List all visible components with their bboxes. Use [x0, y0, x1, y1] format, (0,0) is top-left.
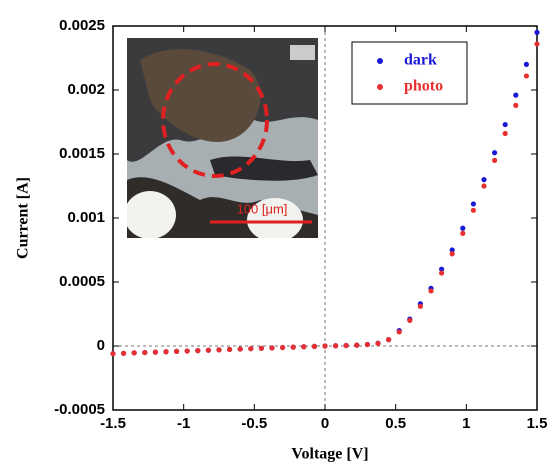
y-tick-label: 0.002: [67, 81, 105, 98]
data-point: [502, 121, 508, 128]
data-point: [470, 201, 476, 207]
legend-marker: [377, 84, 383, 90]
y-tick-label: 0: [97, 337, 105, 354]
data-point: [492, 150, 498, 156]
data-point: [131, 350, 137, 356]
data-point: [396, 329, 402, 335]
data-point: [269, 345, 275, 351]
data-point: [152, 349, 158, 355]
x-tick-label: 0.5: [385, 415, 406, 432]
data-point: [205, 347, 211, 353]
legend-label: photo: [404, 78, 443, 95]
data-point: [523, 61, 530, 67]
legend-marker: [377, 58, 383, 64]
data-point: [449, 247, 455, 253]
legend-label: dark: [404, 52, 437, 69]
plot-frame: [112, 25, 538, 411]
data-point: [513, 102, 519, 108]
inset-image: 100 [μm]: [127, 38, 318, 238]
data-point: [174, 348, 180, 354]
x-tick-label: -1: [177, 415, 190, 432]
data-point: [322, 343, 328, 349]
data-point: [460, 230, 466, 236]
data-point: [216, 347, 222, 353]
y-axis-label: Current [A]: [15, 177, 32, 259]
scale-bar-label: 100 [μm]: [237, 201, 288, 216]
data-point: [439, 266, 445, 272]
data-point: [481, 183, 487, 189]
data-point: [481, 177, 487, 183]
data-point: [513, 92, 519, 98]
data-point: [110, 351, 116, 357]
data-point: [301, 344, 307, 350]
data-point: [184, 348, 190, 354]
data-point: [502, 130, 508, 137]
data-point: [258, 345, 264, 351]
y-tick-label: -0.0005: [54, 401, 105, 418]
data-point: [460, 225, 466, 231]
data-point: [449, 251, 455, 257]
legend-box: [351, 41, 468, 105]
data-point: [248, 346, 254, 352]
x-axis-label: Voltage [V]: [291, 446, 368, 463]
data-point: [195, 348, 201, 354]
data-point: [343, 342, 349, 349]
y-tick-label: 0.001: [67, 209, 105, 226]
x-tick-label: -1.5: [100, 415, 126, 432]
data-point: [470, 207, 476, 213]
data-point: [333, 343, 339, 349]
x-tick-label: 1.5: [527, 415, 548, 432]
x-tick-label: 1: [462, 415, 470, 432]
data-point: [364, 341, 370, 348]
data-point: [407, 317, 413, 323]
data-point: [142, 349, 148, 356]
data-point: [280, 344, 286, 351]
data-point: [227, 346, 233, 353]
data-point: [237, 346, 243, 352]
data-point: [523, 73, 530, 79]
y-tick-label: 0.0005: [59, 273, 105, 290]
data-point: [311, 343, 317, 349]
x-tick-label: 0: [321, 415, 329, 432]
data-point: [417, 303, 423, 309]
data-point: [290, 344, 296, 350]
data-point: [492, 157, 498, 163]
data-point: [163, 349, 169, 355]
data-point: [534, 41, 540, 47]
data-point: [121, 350, 127, 356]
data-point: [386, 337, 392, 343]
data-point: [534, 29, 540, 35]
x-tick-label: -0.5: [241, 415, 267, 432]
y-tick-label: 0.0025: [59, 17, 105, 34]
data-point: [439, 270, 445, 276]
data-point: [354, 342, 360, 348]
data-point: [375, 340, 381, 347]
y-tick-label: 0.0015: [59, 145, 105, 162]
data-point: [428, 288, 434, 294]
